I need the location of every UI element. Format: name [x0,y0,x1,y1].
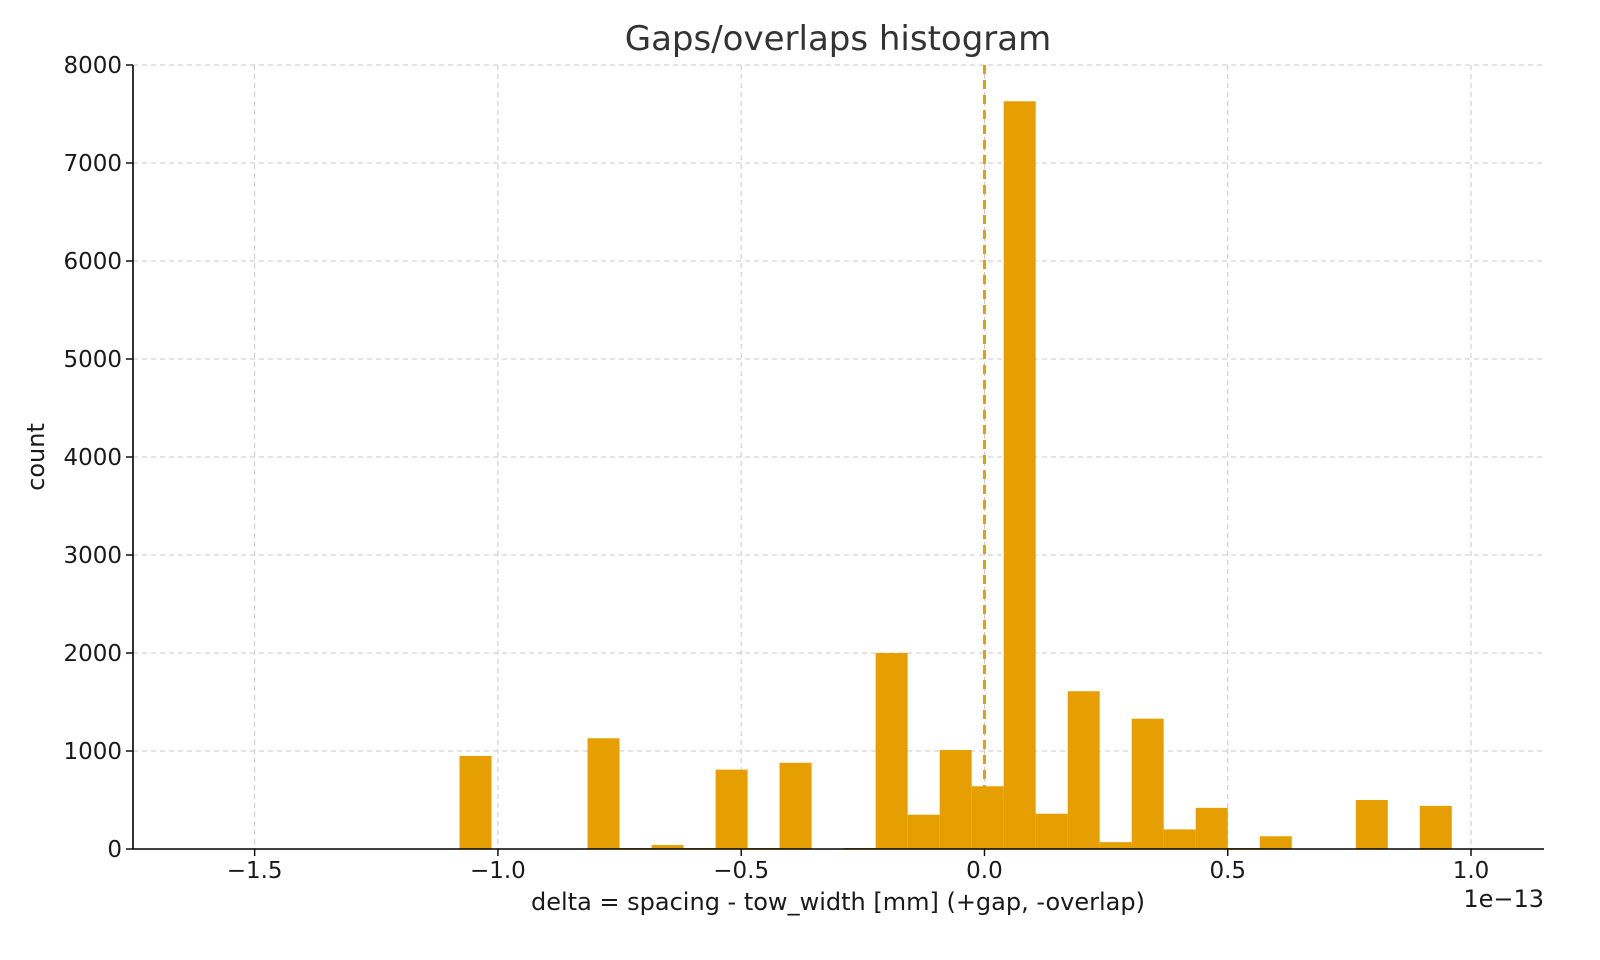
grid-lines [133,64,1544,850]
y-axis-ticks: 0 1000 2000 3000 4000 5000 6000 7000 8000 [63,53,133,863]
histogram-bar [1131,718,1164,849]
histogram-bar [1259,836,1292,849]
x-tick-label: 0.5 [1209,858,1246,884]
histogram-bars [459,101,1452,849]
x-tick-label: −0.5 [713,858,769,884]
y-tick-label: 0 [107,837,122,863]
histogram-bar [1035,813,1068,849]
y-tick-label: 3000 [63,543,122,569]
histogram-bar [907,814,940,849]
histogram-bar [459,755,492,849]
histogram-bar [1099,842,1132,849]
histogram-bar [1003,101,1036,849]
histogram-bar [875,653,908,849]
x-tick-label: 0.0 [966,858,1003,884]
histogram-bar [1163,829,1196,849]
x-tick-label: 1.0 [1453,858,1490,884]
histogram-bar [715,769,748,849]
y-tick-label: 8000 [63,53,122,79]
y-tick-label: 1000 [63,739,122,765]
x-tick-label: −1.0 [470,858,526,884]
histogram-bar [587,738,620,849]
histogram-bar [1355,800,1388,849]
histogram-bar [971,786,1004,849]
y-tick-label: 4000 [63,445,122,471]
x-tick-label: −1.5 [227,858,283,884]
x-axis-ticks: −1.5 −1.0 −0.5 0.0 0.5 1.0 [227,849,1490,884]
y-tick-label: 6000 [63,249,122,275]
histogram-bar [779,762,812,849]
histogram-bar [1195,807,1228,849]
y-tick-label: 2000 [63,641,122,667]
histogram-bar [651,845,684,849]
histogram-bar [1419,805,1452,849]
y-axis-label: count [22,423,50,491]
x-axis-label: delta = spacing - tow_width [mm] (+gap, … [531,888,1145,916]
chart-title: Gaps/overlaps histogram [625,19,1052,59]
histogram-bar [939,750,972,849]
y-tick-label: 7000 [63,151,122,177]
y-tick-label: 5000 [63,347,122,373]
x-axis-offset-label: 1e−13 [1463,885,1544,913]
histogram-bar [1067,691,1100,849]
